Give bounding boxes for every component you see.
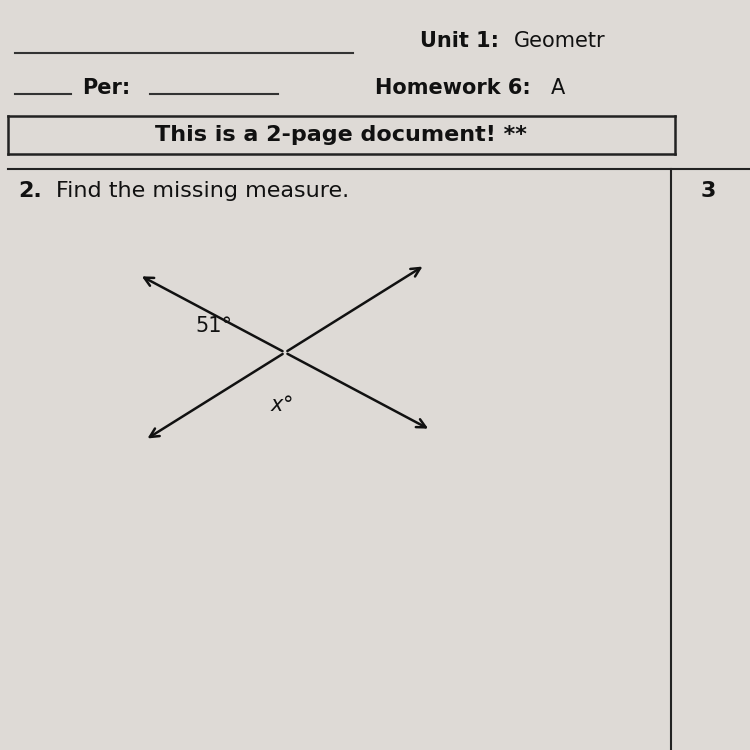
Text: Unit 1:: Unit 1: bbox=[420, 32, 499, 51]
Text: Geometr: Geometr bbox=[514, 32, 605, 51]
Text: Homework 6:: Homework 6: bbox=[375, 79, 531, 98]
Text: This is a 2-page document! **: This is a 2-page document! ** bbox=[155, 125, 527, 145]
Text: Per:: Per: bbox=[82, 79, 130, 98]
Text: A: A bbox=[551, 79, 566, 98]
Text: $x$°: $x$° bbox=[269, 395, 293, 415]
Text: 51°: 51° bbox=[195, 316, 232, 336]
Text: Find the missing measure.: Find the missing measure. bbox=[56, 182, 350, 201]
Text: 3: 3 bbox=[701, 182, 716, 201]
Text: 2.: 2. bbox=[19, 182, 43, 201]
